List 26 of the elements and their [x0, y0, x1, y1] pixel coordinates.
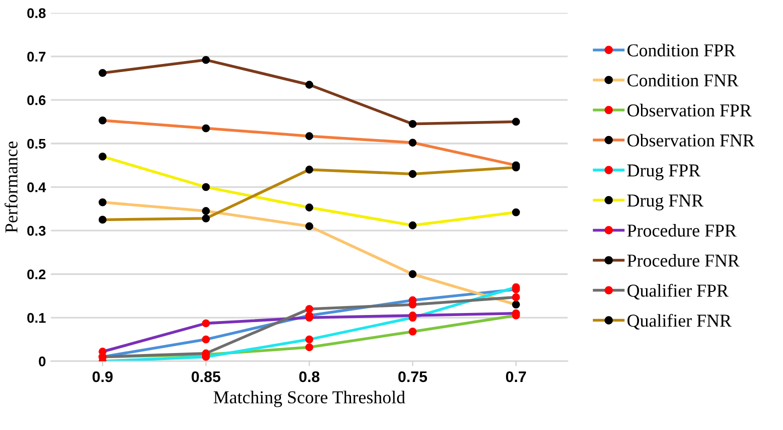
x-tick-label: 0.7: [506, 371, 526, 382]
x-tick-label: 0.8: [299, 371, 320, 382]
y-tick-label: 0.7: [27, 52, 46, 62]
legend-label: Procedure FNR: [627, 254, 740, 267]
legend-label: Procedure FPR: [627, 224, 737, 237]
x-tick-label: 0.9: [92, 371, 113, 382]
legend-label: Drug FPR: [627, 164, 700, 180]
x-axis-title: Matching Score Threshold: [214, 390, 406, 408]
y-tick-label: 0: [38, 356, 46, 366]
legend-label: Qualifier FNR: [628, 314, 732, 330]
legend-label: Observation FPR: [628, 104, 752, 117]
y-axis-title: Performance: [4, 142, 18, 233]
legend-label: Condition FNR: [628, 74, 739, 86]
legend-label: Observation FNR: [628, 134, 755, 147]
x-tick-label: 0.75: [398, 371, 428, 382]
y-tick-label: 0.5: [27, 138, 46, 149]
y-tick-label: 0.2: [27, 269, 46, 280]
legend-label: Condition FPR: [628, 44, 736, 56]
x-tick-label: 0.85: [192, 371, 220, 382]
y-tick-label: 0.6: [27, 95, 46, 106]
y-tick-label: 0.1: [27, 312, 46, 323]
y-tick-label: 0.4: [27, 182, 46, 192]
legend-label: Qualifier FPR: [628, 284, 729, 300]
y-tick-label: 0.3: [27, 226, 46, 236]
y-tick-label: 0.8: [27, 8, 46, 18]
legend-label: Drug FNR: [627, 194, 704, 210]
